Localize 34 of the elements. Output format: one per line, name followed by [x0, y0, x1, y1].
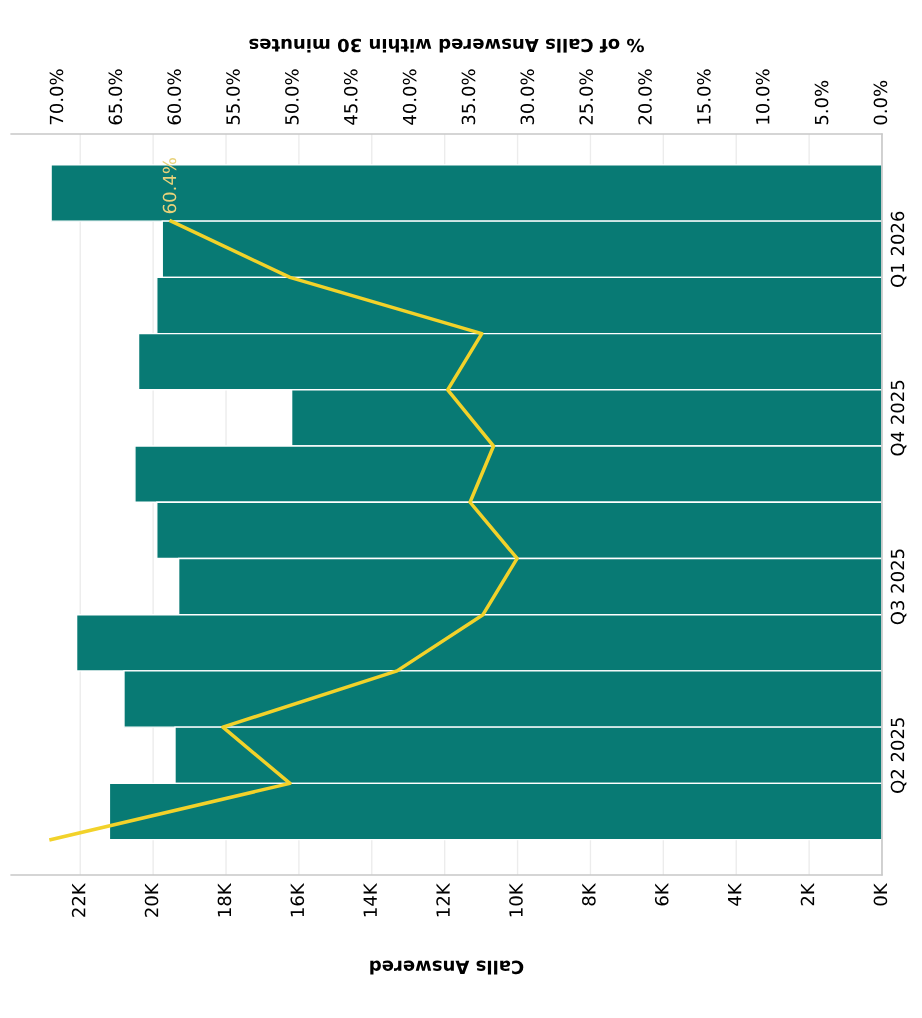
x2-tick-label: 0.0%: [873, 80, 888, 125]
x2-tick-label: 35.0%: [461, 69, 476, 125]
x-tick-label: 6K: [654, 882, 669, 906]
x-tick-label: 20K: [144, 882, 159, 917]
x2-tick-label: 60.0%: [167, 69, 182, 125]
x2-tick-label: 65.0%: [108, 69, 123, 125]
y-tick-label: Q3 2025: [890, 549, 907, 625]
x-tick-label: 10K: [509, 882, 523, 917]
x-tick-label: 14K: [363, 882, 377, 917]
x2-tick-label: 15.0%: [697, 69, 711, 124]
x-tick-label: 8K: [582, 882, 596, 906]
x-tick-label: 0K: [873, 882, 888, 906]
x2-tick-label: 70.0%: [49, 69, 64, 125]
x2-tick-label: 10.0%: [755, 69, 770, 124]
x2-tick-label: 5.0%: [814, 80, 829, 125]
x-tick-label: 22K: [71, 882, 86, 917]
x2-tick-label: 30.0%: [520, 69, 535, 125]
x2-tick-label: 50.0%: [285, 69, 299, 125]
x2-tick-label: 25.0%: [579, 69, 593, 125]
data-label: 60.4%: [162, 158, 177, 214]
x-tick-label: 4K: [728, 882, 742, 906]
y-tick-label: Q2 2025: [890, 718, 907, 793]
x-tick-label: 16K: [290, 882, 305, 917]
y-tick-label: Q4 2025: [890, 380, 907, 456]
x2-tick-label: 45.0%: [343, 69, 358, 125]
x-tick-label: 18K: [217, 882, 232, 917]
x-tick-label: 2K: [800, 882, 815, 906]
x2-tick-label: 20.0%: [638, 69, 652, 125]
y-tick-label: Q1 2026: [890, 211, 907, 287]
x2-tick-label: 40.0%: [402, 69, 417, 125]
x2-tick-label: 55.0%: [226, 69, 240, 125]
x-tick-label: 12K: [436, 882, 450, 917]
x-axis-title: Calls Answered: [370, 960, 524, 975]
x2-axis-title: % of Calls Answered within 30 minutes: [249, 38, 644, 53]
